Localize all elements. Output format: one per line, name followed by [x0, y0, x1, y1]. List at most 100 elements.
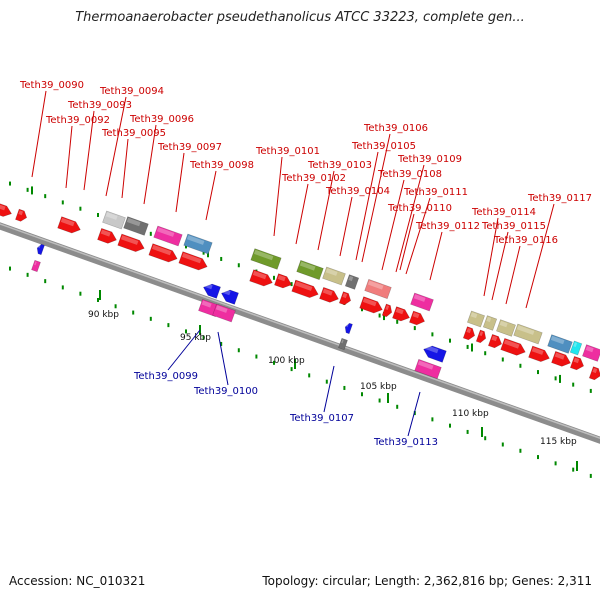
genome-summary-text: Topology: circular; Length: 2,362,816 bp… [262, 574, 592, 588]
reverse-leader [167, 329, 201, 371]
block-gene [322, 266, 346, 286]
block-gene [496, 319, 516, 337]
reverse-gene [423, 344, 447, 363]
gene-label-forward[interactable]: Teth39_0096 [129, 114, 194, 125]
block-gene [153, 225, 183, 247]
reverse-gene [31, 259, 41, 273]
block-gene [513, 323, 543, 345]
kbp-label: 90 kbp [88, 310, 119, 320]
forward-gene [551, 350, 571, 367]
forward-leader [429, 231, 443, 281]
reverse-gene [414, 358, 442, 380]
forward-gene [338, 291, 352, 306]
gene-label-reverse[interactable]: Teth39_0100 [193, 386, 258, 397]
block-gene [296, 259, 324, 281]
gene-label-forward[interactable]: Teth39_0106 [363, 123, 428, 134]
reverse-gene [36, 243, 45, 256]
forward-gene [319, 286, 339, 303]
reverse-gene [338, 337, 348, 351]
forward-leader [121, 138, 129, 199]
forward-gene [475, 329, 487, 344]
forward-gene [392, 306, 410, 322]
gene-label-forward[interactable]: Teth39_0092 [45, 115, 110, 126]
gene-label-forward[interactable]: Teth39_0094 [99, 86, 164, 97]
gene-label-forward[interactable]: Teth39_0102 [281, 173, 346, 184]
forward-gene [487, 333, 503, 349]
forward-leader [361, 133, 391, 263]
forward-leader [395, 164, 425, 273]
forward-leader [339, 196, 353, 257]
forward-leader [491, 231, 509, 301]
block-gene [547, 334, 573, 354]
block-gene [410, 292, 434, 312]
forward-gene [274, 273, 292, 289]
label-leader-lines [31, 90, 555, 437]
forward-gene [15, 208, 28, 222]
block-gene [364, 278, 392, 300]
block-gene [123, 216, 149, 236]
gene-label-forward[interactable]: Teth39_0117 [527, 193, 592, 204]
forward-leader [175, 152, 185, 213]
gene-label-forward[interactable]: Teth39_0090 [19, 80, 84, 91]
forward-gene [291, 279, 319, 298]
gene-label-forward[interactable]: Teth39_0101 [255, 146, 320, 157]
reverse-gene [212, 303, 236, 323]
gene-label-forward[interactable]: Teth39_0116 [493, 235, 558, 246]
gene-label-reverse[interactable]: Teth39_0099 [133, 371, 198, 382]
kbp-label: 100 kbp [268, 356, 305, 366]
forward-leader [483, 217, 499, 297]
forward-leader [65, 125, 73, 189]
gene-label-forward[interactable]: Teth39_0111 [403, 187, 468, 198]
forward-gene [381, 303, 393, 318]
forward-gene [409, 310, 426, 326]
forward-gene [359, 296, 383, 314]
kbp-label: 95 kbp [180, 333, 211, 343]
forward-leader [525, 203, 555, 309]
gene-label-forward[interactable]: Teth39_0115 [481, 221, 546, 232]
backbone-line [0, 222, 600, 444]
gene-label-forward[interactable]: Teth39_0109 [397, 154, 462, 165]
gene-label-reverse[interactable]: Teth39_0113 [373, 437, 438, 448]
forward-gene [528, 345, 550, 362]
forward-leader [355, 151, 379, 261]
kbp-label: 115 kbp [540, 437, 577, 447]
forward-leader [273, 156, 283, 237]
forward-leader [381, 179, 405, 271]
forward-leader [143, 124, 157, 205]
forward-gene [148, 243, 178, 263]
gene-label-forward[interactable]: Teth39_0114 [471, 207, 536, 218]
accession-text: Accession: NC_010321 [9, 574, 146, 588]
gene-label-forward[interactable]: Teth39_0095 [101, 128, 166, 139]
forward-leader [399, 213, 415, 271]
reverse-leader [217, 331, 229, 386]
forward-leader [317, 170, 335, 251]
gene-label-forward[interactable]: Teth39_0110 [387, 203, 452, 214]
gene-label-forward[interactable]: Teth39_0112 [415, 221, 480, 232]
block-gene [569, 340, 583, 356]
gene-label-forward[interactable]: Teth39_0108 [377, 169, 442, 180]
map-title: Thermoanaerobacter pseudethanolicus ATCC… [75, 10, 525, 25]
forward-gene [0, 202, 12, 217]
backbone-highlight [0, 223, 600, 439]
gene-label-reverse[interactable]: Teth39_0107 [289, 413, 354, 424]
forward-leader [405, 197, 431, 275]
forward-gene [569, 355, 585, 371]
forward-leader [83, 110, 95, 191]
gene-label-forward[interactable]: Teth39_0105 [351, 141, 416, 152]
forward-gene [97, 227, 117, 244]
forward-leader [105, 96, 127, 197]
gene-label-forward[interactable]: Teth39_0093 [67, 100, 132, 111]
gene-label-forward[interactable]: Teth39_0104 [325, 186, 390, 197]
block-gene [482, 315, 498, 331]
forward-gene [462, 326, 476, 341]
reverse-leader [407, 391, 421, 437]
forward-gene [178, 251, 208, 271]
gene-label-forward[interactable]: Teth39_0098 [189, 160, 254, 171]
forward-gene [57, 216, 81, 234]
gene-label-forward[interactable]: Teth39_0103 [307, 160, 372, 171]
reverse-gene [221, 288, 239, 305]
block-gene [102, 210, 126, 230]
gene-label-forward[interactable]: Teth39_0097 [157, 142, 222, 153]
kbp-label: 105 kbp [360, 382, 397, 392]
